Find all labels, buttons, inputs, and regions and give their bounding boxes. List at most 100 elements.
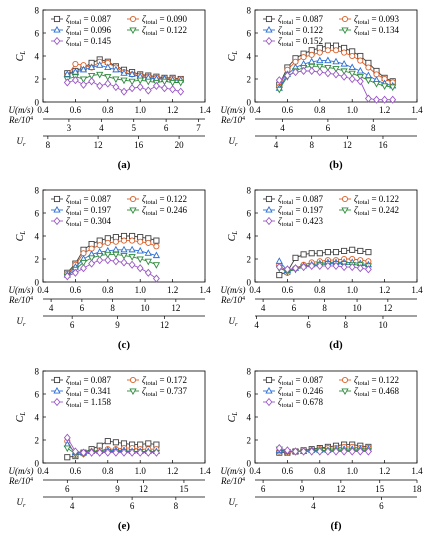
data-point (332, 447, 340, 456)
data-point (316, 56, 324, 64)
data-point (332, 249, 340, 256)
data-point (152, 448, 160, 457)
data-point (112, 448, 120, 457)
y-tick-label: 4 (35, 413, 40, 423)
legend-label: ζtotal = 0.197 (66, 205, 112, 217)
ur-axis-label: Ur (16, 136, 26, 148)
data-point (349, 246, 356, 253)
x-axis-label: U(m/s) (9, 466, 34, 476)
legend-marker (53, 25, 61, 33)
y-tick-label: 2 (35, 436, 40, 446)
data-point (145, 440, 152, 447)
re-tick-label: 12 (336, 484, 345, 494)
y-tick-label: 6 (35, 29, 40, 39)
re-tick-label: 8 (110, 303, 115, 313)
legend-marker (53, 15, 61, 23)
x-tick-label: 0.8 (102, 285, 114, 295)
ur-tick-label: 8 (174, 501, 179, 511)
re-tick-label: 9 (300, 484, 305, 494)
re-tick-label: 3 (67, 123, 72, 133)
data-point (120, 77, 128, 85)
data-point (308, 447, 316, 456)
legend-marker (53, 376, 61, 384)
y-tick-label: 0 (35, 278, 40, 288)
data-point (332, 47, 340, 54)
legend-label: ζtotal = 0.122 (142, 194, 187, 206)
data-point (128, 448, 136, 457)
re-tick-label: 6 (65, 484, 70, 494)
x-tick-label: 1.0 (347, 466, 359, 476)
legend-marker (129, 27, 137, 35)
data-point (332, 261, 340, 270)
chart-panel-b: 0 2 4 6 8 CL 0.4 0.6 0.8 1.0 1.2 1.4 U(m/s) 4 6 8 Re/104… (220, 6, 423, 172)
data-point (63, 78, 71, 87)
x-tick-label: 1.4 (199, 105, 211, 115)
data-point (316, 250, 323, 257)
data-point (128, 254, 136, 261)
x-tick-label: 1.4 (199, 285, 211, 295)
series-0.678 (275, 443, 372, 456)
x-tick-label: 1.2 (167, 466, 178, 476)
data-point (144, 249, 152, 256)
x-tick-label: 0.8 (314, 105, 326, 115)
data-point (292, 264, 299, 273)
data-point (79, 259, 88, 267)
data-point (348, 262, 356, 272)
data-point (104, 74, 112, 81)
panel-label: (f) (331, 520, 342, 532)
data-point (389, 95, 397, 104)
ur-tick-label: 9 (115, 320, 120, 330)
data-point (136, 264, 144, 273)
re-tick-label: 4 (280, 123, 285, 133)
data-point (341, 49, 348, 56)
x-tick-label: 0.4 (37, 285, 49, 295)
data-point (364, 77, 373, 85)
legend-marker (265, 25, 273, 33)
legend-label: ζtotal = 0.423 (278, 216, 324, 228)
y-tick-label: 4 (35, 232, 40, 242)
x-tick-label: 0.8 (102, 105, 114, 115)
x-tick-label: 0.8 (102, 466, 114, 476)
ur-axis-label: Ur (228, 136, 238, 148)
data-point (104, 63, 112, 71)
legend-label: ζtotal = 0.122 (354, 375, 399, 387)
ur-tick-label: 8 (309, 140, 314, 150)
data-point (275, 86, 283, 94)
re-tick-label: 5 (131, 123, 136, 133)
data-point (340, 262, 348, 272)
re-tick-label: 4 (49, 303, 54, 313)
data-point (308, 63, 316, 71)
legend-label: ζtotal = 0.087 (278, 14, 324, 26)
data-point (357, 57, 364, 64)
legend-label: ζtotal = 0.304 (66, 216, 112, 228)
data-point (79, 76, 88, 84)
chart-panel-a: 0 2 4 6 8 CL 0.4 0.6 0.8 1.0 1.2 1.4 U(m/s) 3 4 5 6 7 Re/1… (8, 6, 211, 172)
legend-label: ζtotal = 0.341 (66, 386, 111, 398)
legend-marker (129, 195, 137, 203)
y-axis-label: CL (227, 412, 239, 423)
legend-marker (341, 15, 349, 23)
data-point (380, 83, 389, 90)
data-point (144, 86, 152, 95)
data-point (308, 250, 315, 257)
ur-tick-label: 16 (134, 140, 144, 150)
data-point (71, 268, 79, 277)
data-point (332, 70, 340, 79)
legend-marker (265, 195, 273, 203)
data-point (120, 69, 128, 76)
x-tick-label: 0.4 (37, 105, 49, 115)
data-point (152, 262, 161, 269)
re-tick-label: 6 (80, 303, 85, 313)
data-point (120, 245, 128, 253)
data-point (292, 68, 299, 77)
data-point (104, 448, 112, 457)
x-tick-label: 1.0 (135, 466, 147, 476)
data-point (356, 77, 364, 86)
data-point (308, 66, 316, 76)
data-point (372, 81, 381, 88)
x-axis-label: U(m/s) (221, 105, 246, 115)
data-point (136, 448, 144, 457)
x-axis-label: U(m/s) (9, 105, 34, 115)
y-tick-label: 0 (247, 278, 252, 288)
